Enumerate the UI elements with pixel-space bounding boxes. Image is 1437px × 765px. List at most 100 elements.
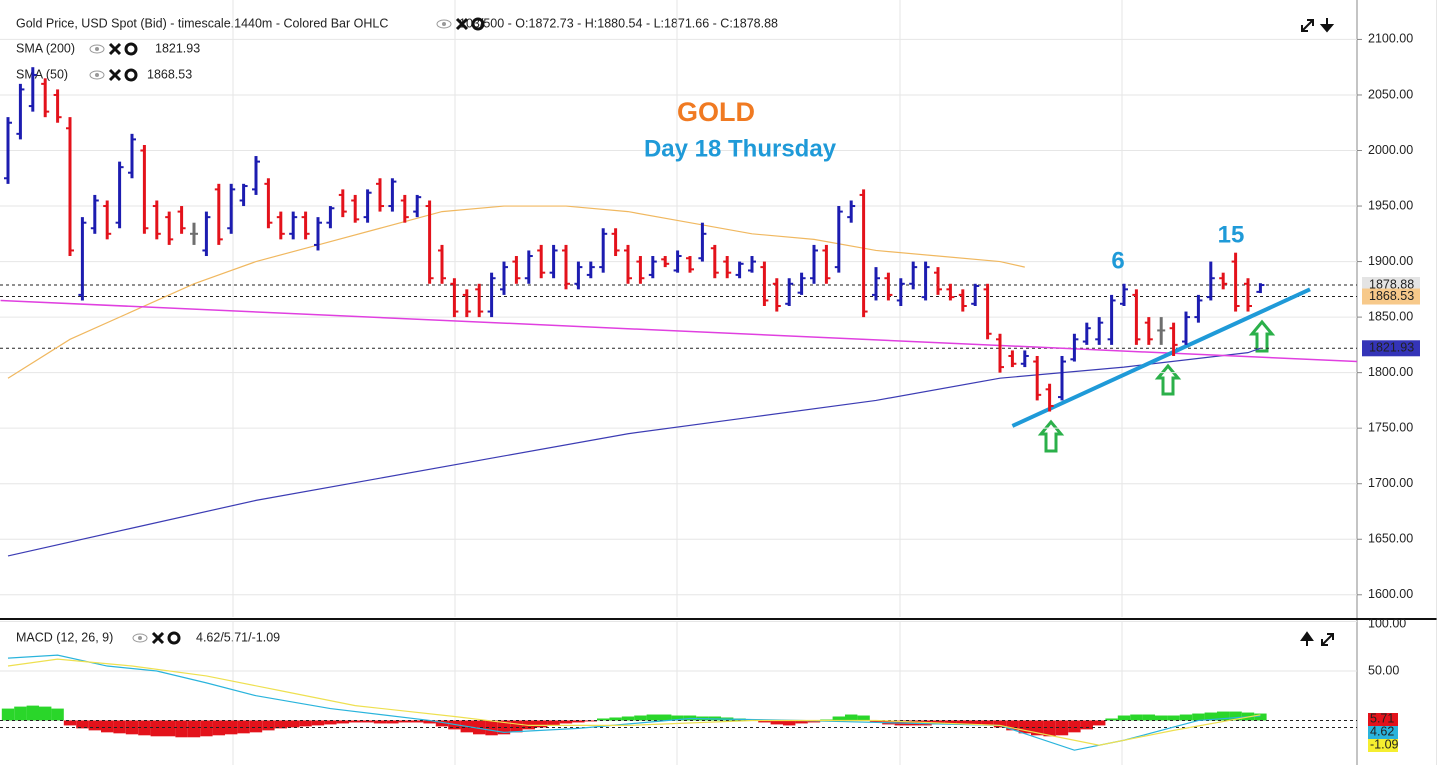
expand-icon[interactable] bbox=[1321, 633, 1334, 646]
histogram-bar bbox=[39, 706, 52, 721]
indicator-value: 1821.93 bbox=[155, 41, 200, 55]
histogram-bar bbox=[981, 720, 994, 726]
histogram-bar bbox=[956, 720, 969, 725]
histogram-bar bbox=[398, 720, 411, 723]
up-icon[interactable] bbox=[1300, 631, 1314, 646]
histogram-bar bbox=[671, 715, 684, 721]
histogram-bar bbox=[1043, 720, 1056, 737]
histogram-bar bbox=[1254, 713, 1267, 721]
remove-icon[interactable] bbox=[151, 631, 165, 645]
histogram-bar bbox=[572, 720, 585, 723]
y-tick-label: 1700.00 bbox=[1368, 476, 1413, 490]
histogram-bar bbox=[559, 720, 573, 724]
down-icon[interactable] bbox=[1319, 18, 1335, 33]
reading-label: 5.71 bbox=[1370, 711, 1394, 725]
histogram-bar bbox=[225, 720, 238, 735]
eye-icon bbox=[89, 44, 105, 54]
remove-icon[interactable] bbox=[455, 17, 469, 31]
histogram-bar bbox=[857, 715, 870, 721]
eye-icon bbox=[436, 19, 452, 29]
histogram-bar bbox=[1068, 720, 1081, 733]
histogram-bar bbox=[88, 720, 101, 731]
histogram-bar bbox=[1229, 711, 1242, 721]
histogram-bar bbox=[1130, 714, 1143, 721]
histogram-bar bbox=[783, 720, 796, 726]
y-tick-label: 2000.00 bbox=[1368, 143, 1413, 157]
histogram-bar bbox=[1093, 720, 1106, 726]
histogram-bar bbox=[26, 705, 39, 721]
histogram-bar bbox=[274, 720, 287, 729]
histogram-bar bbox=[944, 720, 957, 725]
remove-icon[interactable] bbox=[108, 68, 122, 82]
reading-badge bbox=[1368, 726, 1398, 739]
histogram-bar bbox=[187, 720, 201, 738]
y-tick-label: 2050.00 bbox=[1368, 87, 1413, 101]
histogram-bar bbox=[634, 715, 647, 721]
panel-icons[interactable] bbox=[1300, 18, 1335, 646]
histogram-bar bbox=[200, 720, 213, 737]
histogram-bar bbox=[597, 718, 610, 721]
histogram-bar bbox=[262, 720, 275, 731]
y-tick-label: 1950.00 bbox=[1368, 198, 1413, 212]
histogram-bar bbox=[76, 720, 89, 729]
y-tick-label: 100.00 bbox=[1368, 616, 1406, 630]
eye-icon bbox=[442, 22, 446, 26]
settings-icon[interactable] bbox=[124, 42, 138, 56]
histogram-bar bbox=[485, 720, 498, 736]
settings-icon[interactable] bbox=[124, 68, 138, 82]
histogram-bar bbox=[336, 720, 349, 724]
indicator-value: 1868.53 bbox=[147, 67, 192, 81]
histogram-bar bbox=[349, 720, 362, 723]
arrow bbox=[1154, 363, 1182, 396]
histogram-bar bbox=[535, 720, 548, 728]
y-tick-label: 1600.00 bbox=[1368, 587, 1413, 601]
histogram-bar bbox=[1142, 714, 1155, 721]
histogram-bar bbox=[361, 720, 374, 723]
histogram-bar bbox=[807, 720, 821, 723]
indicator-name: SMA (50) bbox=[16, 67, 68, 81]
histogram-bar bbox=[621, 716, 635, 721]
histogram-bar bbox=[1006, 720, 1019, 731]
price-badge-label: 1868.53 bbox=[1369, 289, 1414, 303]
histogram-bar bbox=[287, 720, 300, 728]
y-tick-label: 1750.00 bbox=[1368, 420, 1413, 434]
reading-label: -1.09 bbox=[1370, 737, 1399, 751]
histogram-bar bbox=[510, 720, 523, 733]
eye-icon bbox=[95, 47, 99, 51]
histogram-bar bbox=[14, 706, 27, 721]
annotation: 15 bbox=[1218, 221, 1245, 248]
chart-subtitle: 103/500 - O:1872.73 - H:1880.54 - L:1871… bbox=[459, 16, 778, 30]
histogram-bar bbox=[63, 720, 77, 726]
indicator-name: SMA (200) bbox=[16, 41, 75, 55]
histogram-bar bbox=[237, 720, 250, 734]
histogram-bar bbox=[1217, 711, 1230, 721]
y-tick-label: 1650.00 bbox=[1368, 532, 1413, 546]
histogram-bar bbox=[386, 720, 399, 724]
chart-title: Gold Price, USD Spot (Bid) - timescale.1… bbox=[16, 16, 388, 30]
annotation: GOLD bbox=[677, 97, 755, 127]
remove-icon[interactable] bbox=[108, 42, 122, 56]
histogram-bar bbox=[869, 720, 883, 723]
reading-label: 4.62 bbox=[1370, 724, 1394, 738]
histogram-bar bbox=[423, 720, 436, 724]
y-tick-label: 50.00 bbox=[1368, 663, 1399, 677]
eye-icon bbox=[138, 636, 142, 640]
histogram-bar bbox=[659, 714, 672, 721]
histogram-bar bbox=[299, 720, 312, 727]
price-badge-label: 1878.88 bbox=[1369, 277, 1414, 291]
histogram-bar bbox=[51, 708, 64, 721]
histogram-bar bbox=[473, 720, 486, 735]
histogram-bar bbox=[101, 720, 114, 733]
histogram-bar bbox=[758, 720, 771, 723]
histogram-bar bbox=[373, 720, 387, 724]
settings-icon[interactable] bbox=[471, 17, 485, 31]
eye-icon bbox=[132, 633, 148, 643]
settings-icon[interactable] bbox=[167, 631, 181, 645]
expand-icon[interactable] bbox=[1301, 19, 1314, 32]
histogram-bar bbox=[993, 720, 1007, 728]
histogram-bar bbox=[646, 714, 659, 721]
trendline bbox=[1011, 287, 1311, 428]
histogram-bar bbox=[324, 720, 337, 725]
